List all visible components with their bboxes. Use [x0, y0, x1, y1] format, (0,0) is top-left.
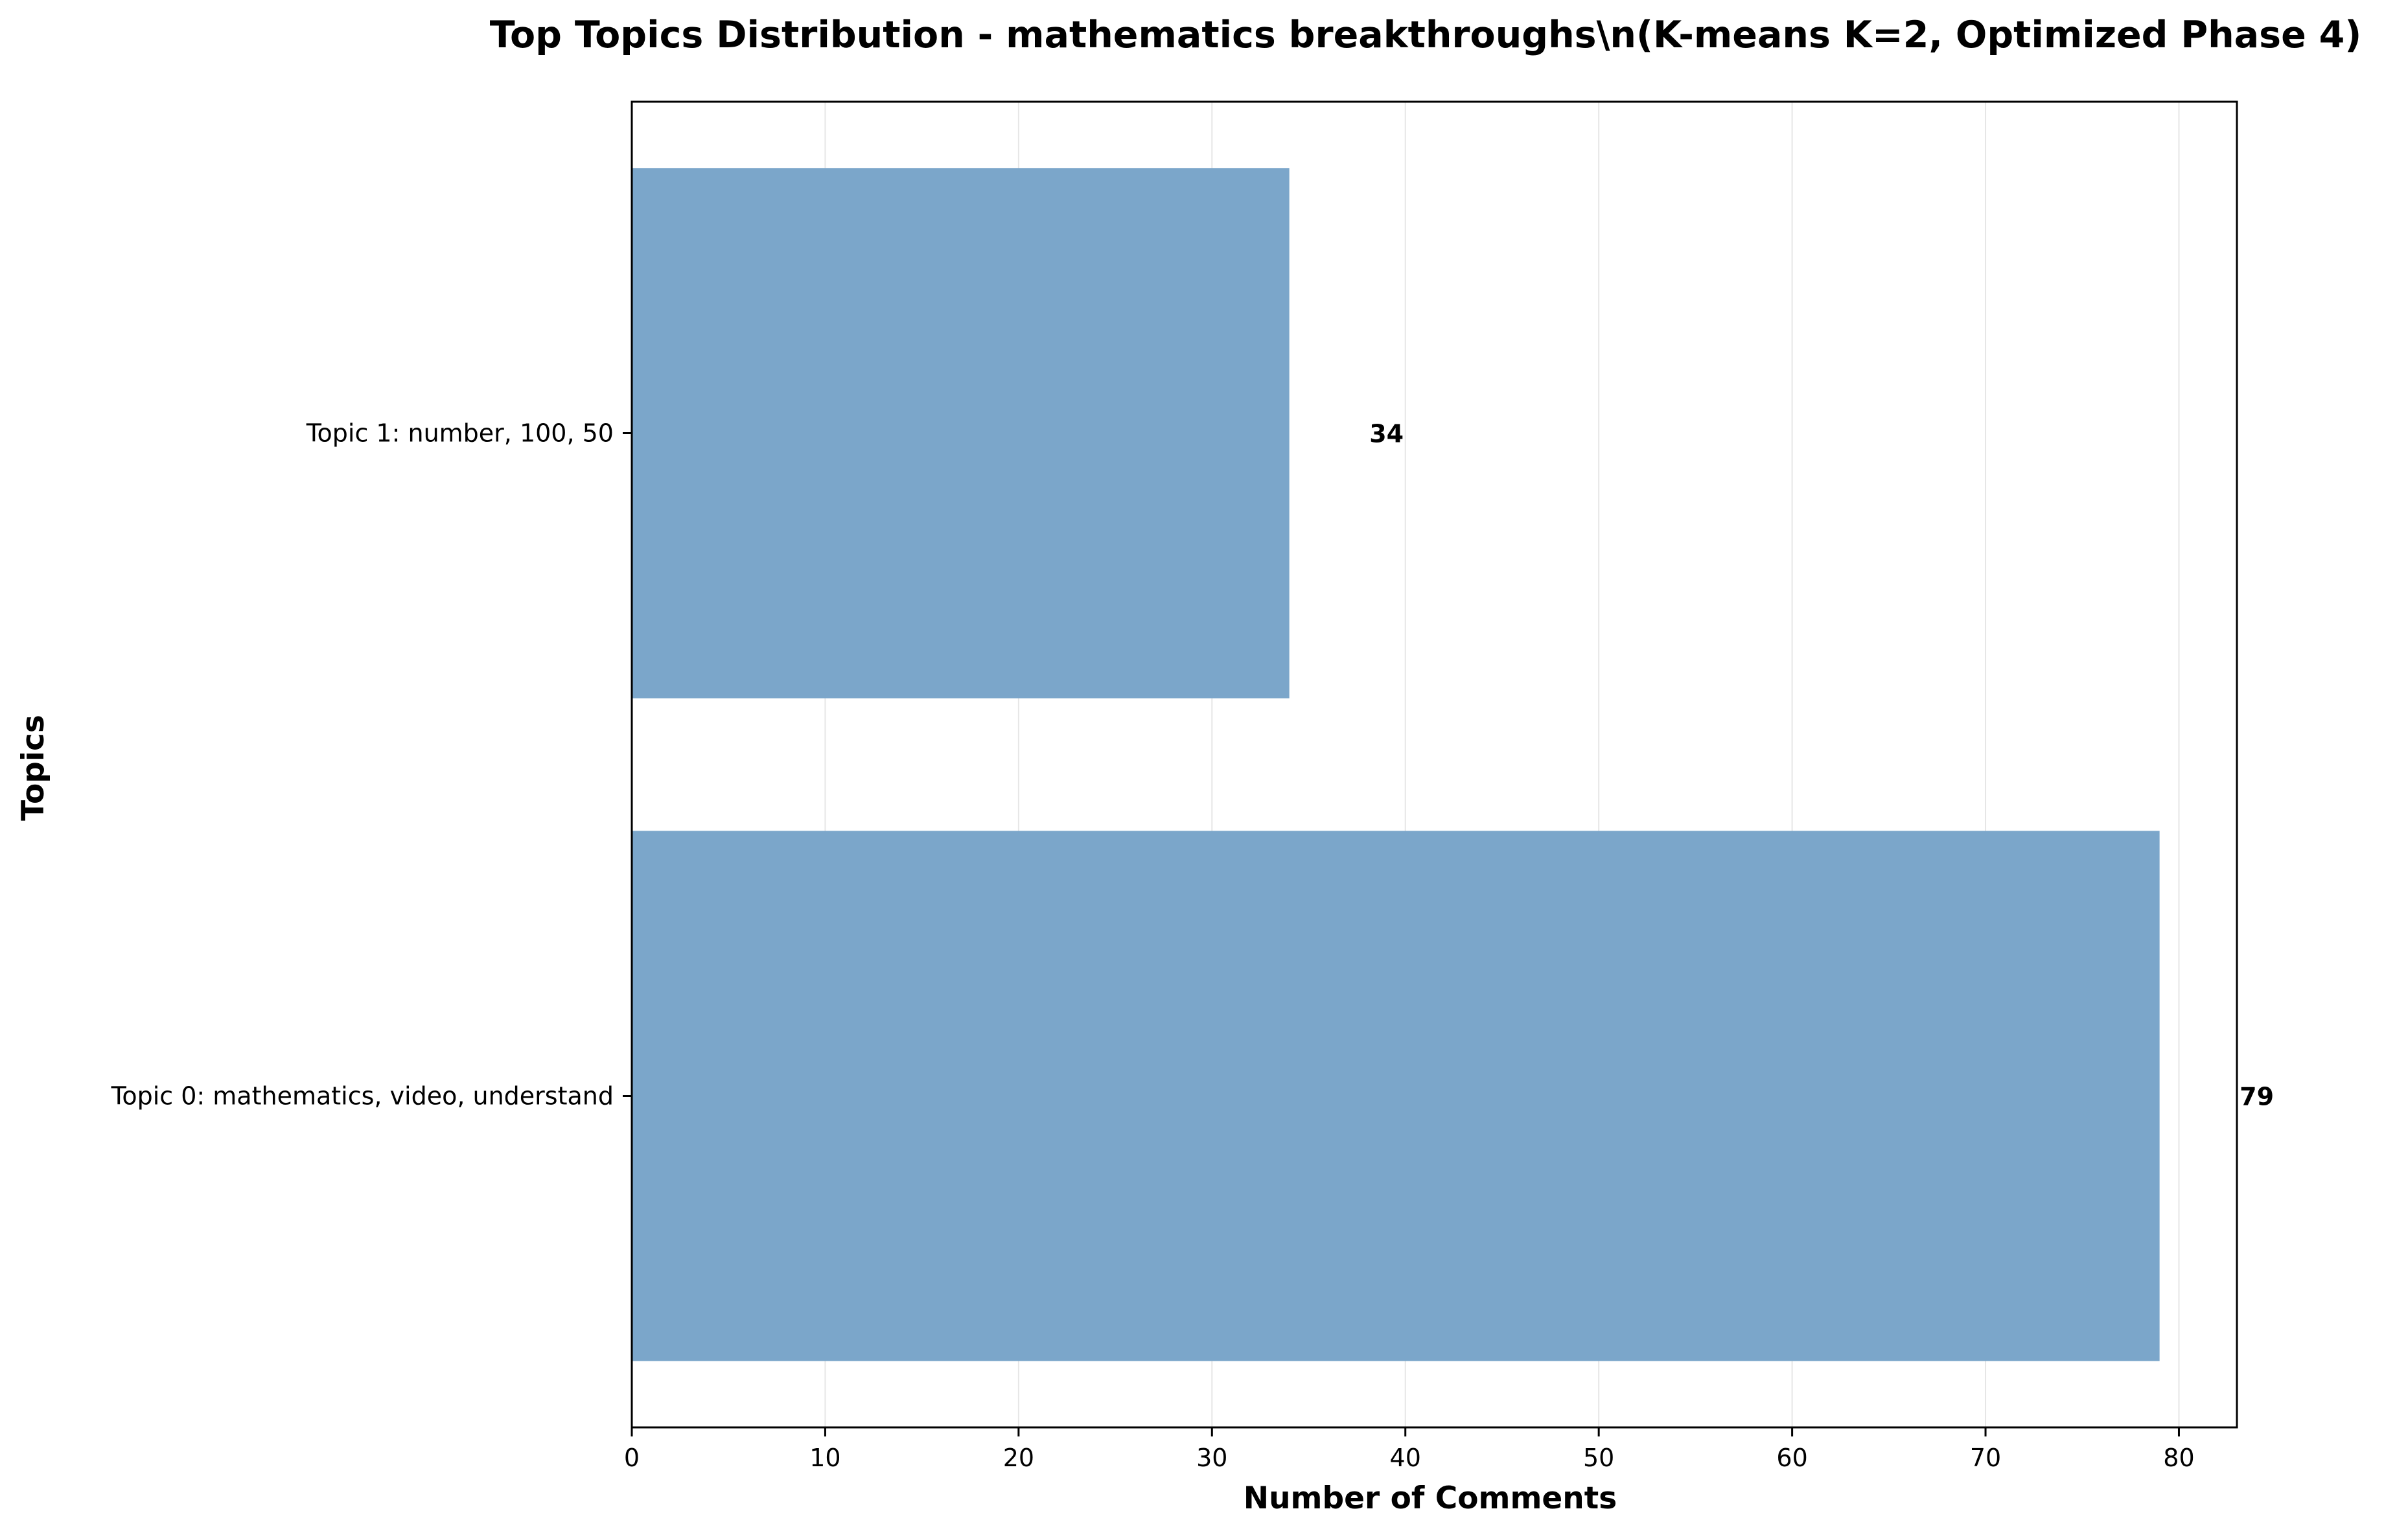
x-axis-label: Number of Comments — [1244, 1481, 1617, 1516]
data-label-0: 79 — [2240, 1083, 2274, 1111]
x-tick-label-5: 50 — [1583, 1444, 1614, 1472]
y-tick-label-0: Topic 0: mathematics, video, understand — [111, 1082, 614, 1111]
x-axis-ticks: 0 10 20 30 40 50 60 70 80 — [624, 1427, 2195, 1472]
data-label-1: 34 — [1369, 420, 1404, 448]
x-tick-label-6: 60 — [1776, 1444, 1807, 1472]
x-tick-label-4: 40 — [1390, 1444, 1421, 1472]
y-axis-label: Topics — [16, 715, 51, 821]
y-tick-label-1: Topic 1: number, 100, 50 — [306, 419, 614, 448]
plot-frame — [631, 100, 2238, 1429]
x-tick-label-3: 30 — [1196, 1444, 1227, 1472]
x-tick-label-0: 0 — [624, 1444, 640, 1472]
data-labels: 79 34 — [1369, 420, 2274, 1111]
x-tick-label-1: 10 — [809, 1444, 840, 1472]
y-axis-ticks: Topic 0: mathematics, video, understand T… — [111, 419, 632, 1111]
x-tick-label-2: 20 — [1003, 1444, 1034, 1472]
chart-title: Top Topics Distribution - mathematics br… — [490, 14, 2362, 56]
bar-0 — [632, 831, 2160, 1361]
x-tick-label-8: 80 — [2163, 1444, 2194, 1472]
bar-1 — [632, 168, 1290, 698]
x-tick-label-7: 70 — [1970, 1444, 2001, 1472]
bars — [632, 168, 2160, 1361]
